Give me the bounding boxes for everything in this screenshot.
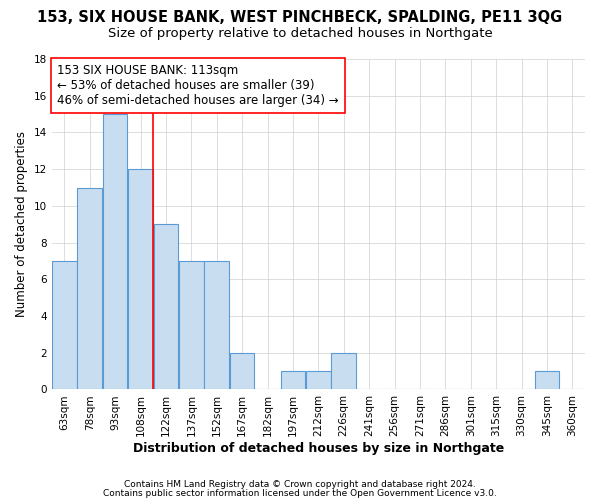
- Bar: [306, 371, 331, 390]
- Bar: [103, 114, 127, 390]
- Bar: [128, 169, 153, 390]
- Bar: [154, 224, 178, 390]
- Bar: [535, 371, 559, 390]
- Bar: [179, 261, 203, 390]
- Bar: [77, 188, 102, 390]
- Bar: [230, 352, 254, 390]
- Bar: [281, 371, 305, 390]
- Y-axis label: Number of detached properties: Number of detached properties: [15, 131, 28, 317]
- Text: 153 SIX HOUSE BANK: 113sqm
← 53% of detached houses are smaller (39)
46% of semi: 153 SIX HOUSE BANK: 113sqm ← 53% of deta…: [57, 64, 338, 107]
- Bar: [52, 261, 77, 390]
- Text: 153, SIX HOUSE BANK, WEST PINCHBECK, SPALDING, PE11 3QG: 153, SIX HOUSE BANK, WEST PINCHBECK, SPA…: [37, 10, 563, 25]
- X-axis label: Distribution of detached houses by size in Northgate: Distribution of detached houses by size …: [133, 442, 504, 455]
- Bar: [331, 352, 356, 390]
- Bar: [205, 261, 229, 390]
- Text: Contains public sector information licensed under the Open Government Licence v3: Contains public sector information licen…: [103, 488, 497, 498]
- Text: Size of property relative to detached houses in Northgate: Size of property relative to detached ho…: [107, 28, 493, 40]
- Text: Contains HM Land Registry data © Crown copyright and database right 2024.: Contains HM Land Registry data © Crown c…: [124, 480, 476, 489]
